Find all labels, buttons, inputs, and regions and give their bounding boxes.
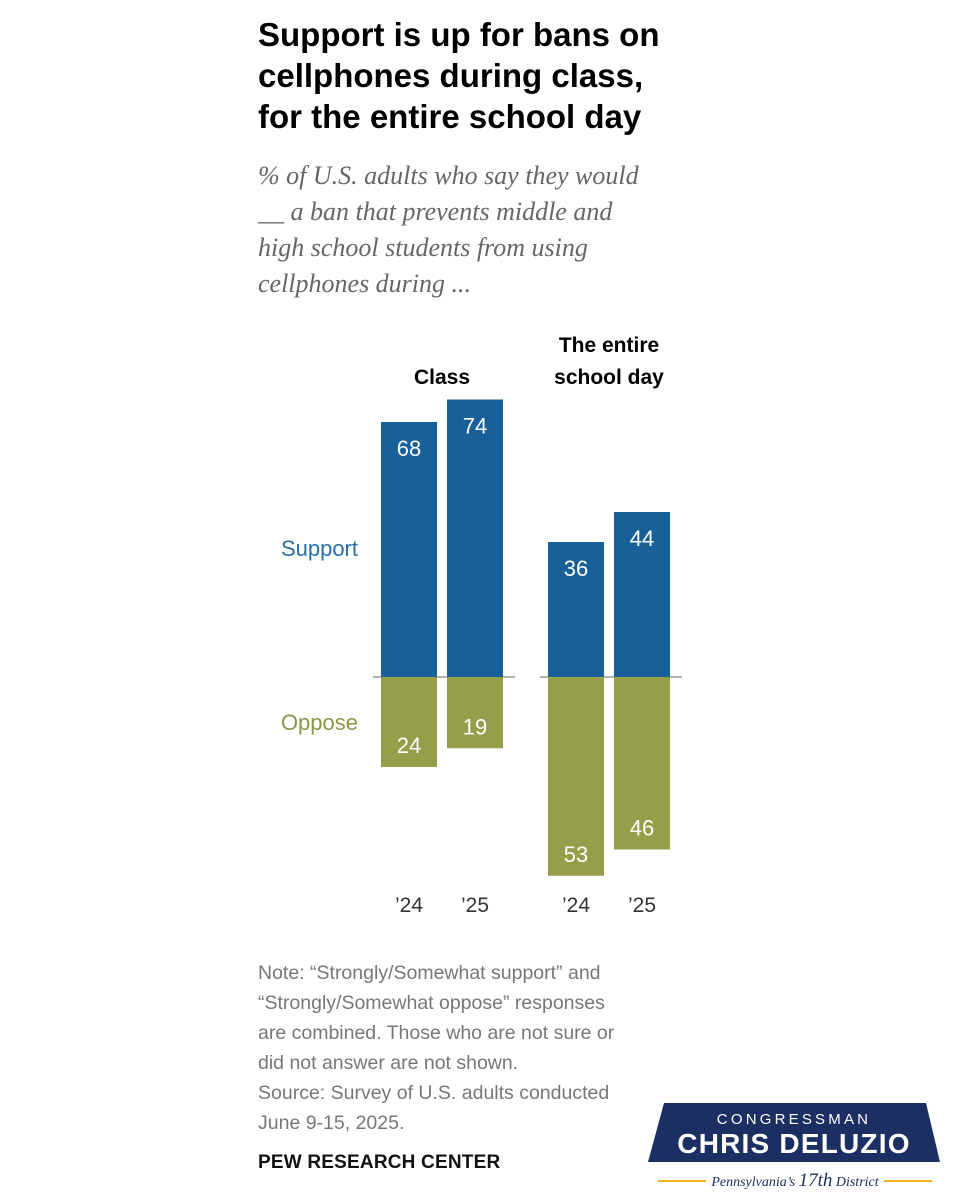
support-value-label: 44 [630, 526, 654, 551]
support-value-label: 68 [397, 436, 421, 461]
chart-subtitle-line: % of U.S. adults who say they would [258, 161, 639, 190]
badge-banner-shape [648, 1103, 940, 1162]
badge-tagline-number: 17th [799, 1170, 833, 1191]
chart-subtitle: % of U.S. adults who say they would __ a… [258, 158, 728, 302]
oppose-bar [614, 677, 670, 850]
chart-title: Support is up for bans on cellphones dur… [258, 14, 818, 137]
support-bar [548, 542, 604, 677]
chart-title-line: Support is up for bans on [258, 16, 660, 53]
support-value-label: 36 [564, 556, 588, 581]
source-organization: PEW RESEARCH CENTER [258, 1152, 501, 1173]
chart-note: Note: “Strongly/Somewhat support” and “S… [258, 958, 698, 1138]
oppose-bar [381, 677, 437, 767]
oppose-bar [447, 677, 503, 749]
source-line: Source: Survey of U.S. adults conducted [258, 1082, 610, 1104]
support-bar [447, 399, 503, 677]
support-bar [381, 422, 437, 677]
chart-subtitle-line: __ a ban that prevents middle and [258, 197, 613, 226]
group-label: school day [554, 366, 664, 389]
badge-tagline-suffix: District [832, 1175, 879, 1190]
note-line: Note: “Strongly/Somewhat support” and [258, 962, 601, 984]
oppose-value-label: 53 [564, 842, 588, 867]
category-label: ’24 [562, 894, 590, 917]
group-label: Class [414, 366, 470, 389]
source-line: June 9-15, 2025. [258, 1112, 405, 1134]
badge-tagline-prefix: Pennsylvania’s [710, 1175, 798, 1190]
badge-name-text: CHRIS DELUZIO [677, 1128, 910, 1159]
group-label: The entire [559, 334, 659, 357]
support-value-label: 74 [463, 414, 487, 439]
oppose-series-label: Oppose [281, 710, 358, 735]
note-line: “Strongly/Somewhat oppose” responses [258, 992, 605, 1014]
chart-title-line: for the entire school day [258, 98, 642, 135]
oppose-value-label: 24 [397, 733, 421, 758]
chart-subtitle-line: high school students from using [258, 233, 588, 262]
chart-title-line: cellphones during class, [258, 57, 644, 94]
note-line: did not answer are not shown. [258, 1052, 519, 1074]
chart-subtitle-line: cellphones during ... [258, 269, 472, 298]
badge-title-text: CONGRESSMAN [717, 1111, 871, 1128]
congressman-badge-logo: CONGRESSMAN CHRIS DELUZIO Pennsylvania’s… [648, 1103, 940, 1191]
oppose-bar [548, 677, 604, 876]
oppose-value-label: 46 [630, 816, 654, 841]
support-bar [614, 512, 670, 677]
badge-tagline-text: Pennsylvania’s 17th District [710, 1170, 879, 1191]
note-line: are combined. Those who are not sure or [258, 1022, 615, 1044]
oppose-value-label: 19 [463, 714, 487, 739]
category-label: ’25 [461, 894, 489, 917]
category-label: ’25 [628, 894, 656, 917]
category-label: ’24 [395, 894, 423, 917]
support-series-label: Support [281, 536, 358, 561]
